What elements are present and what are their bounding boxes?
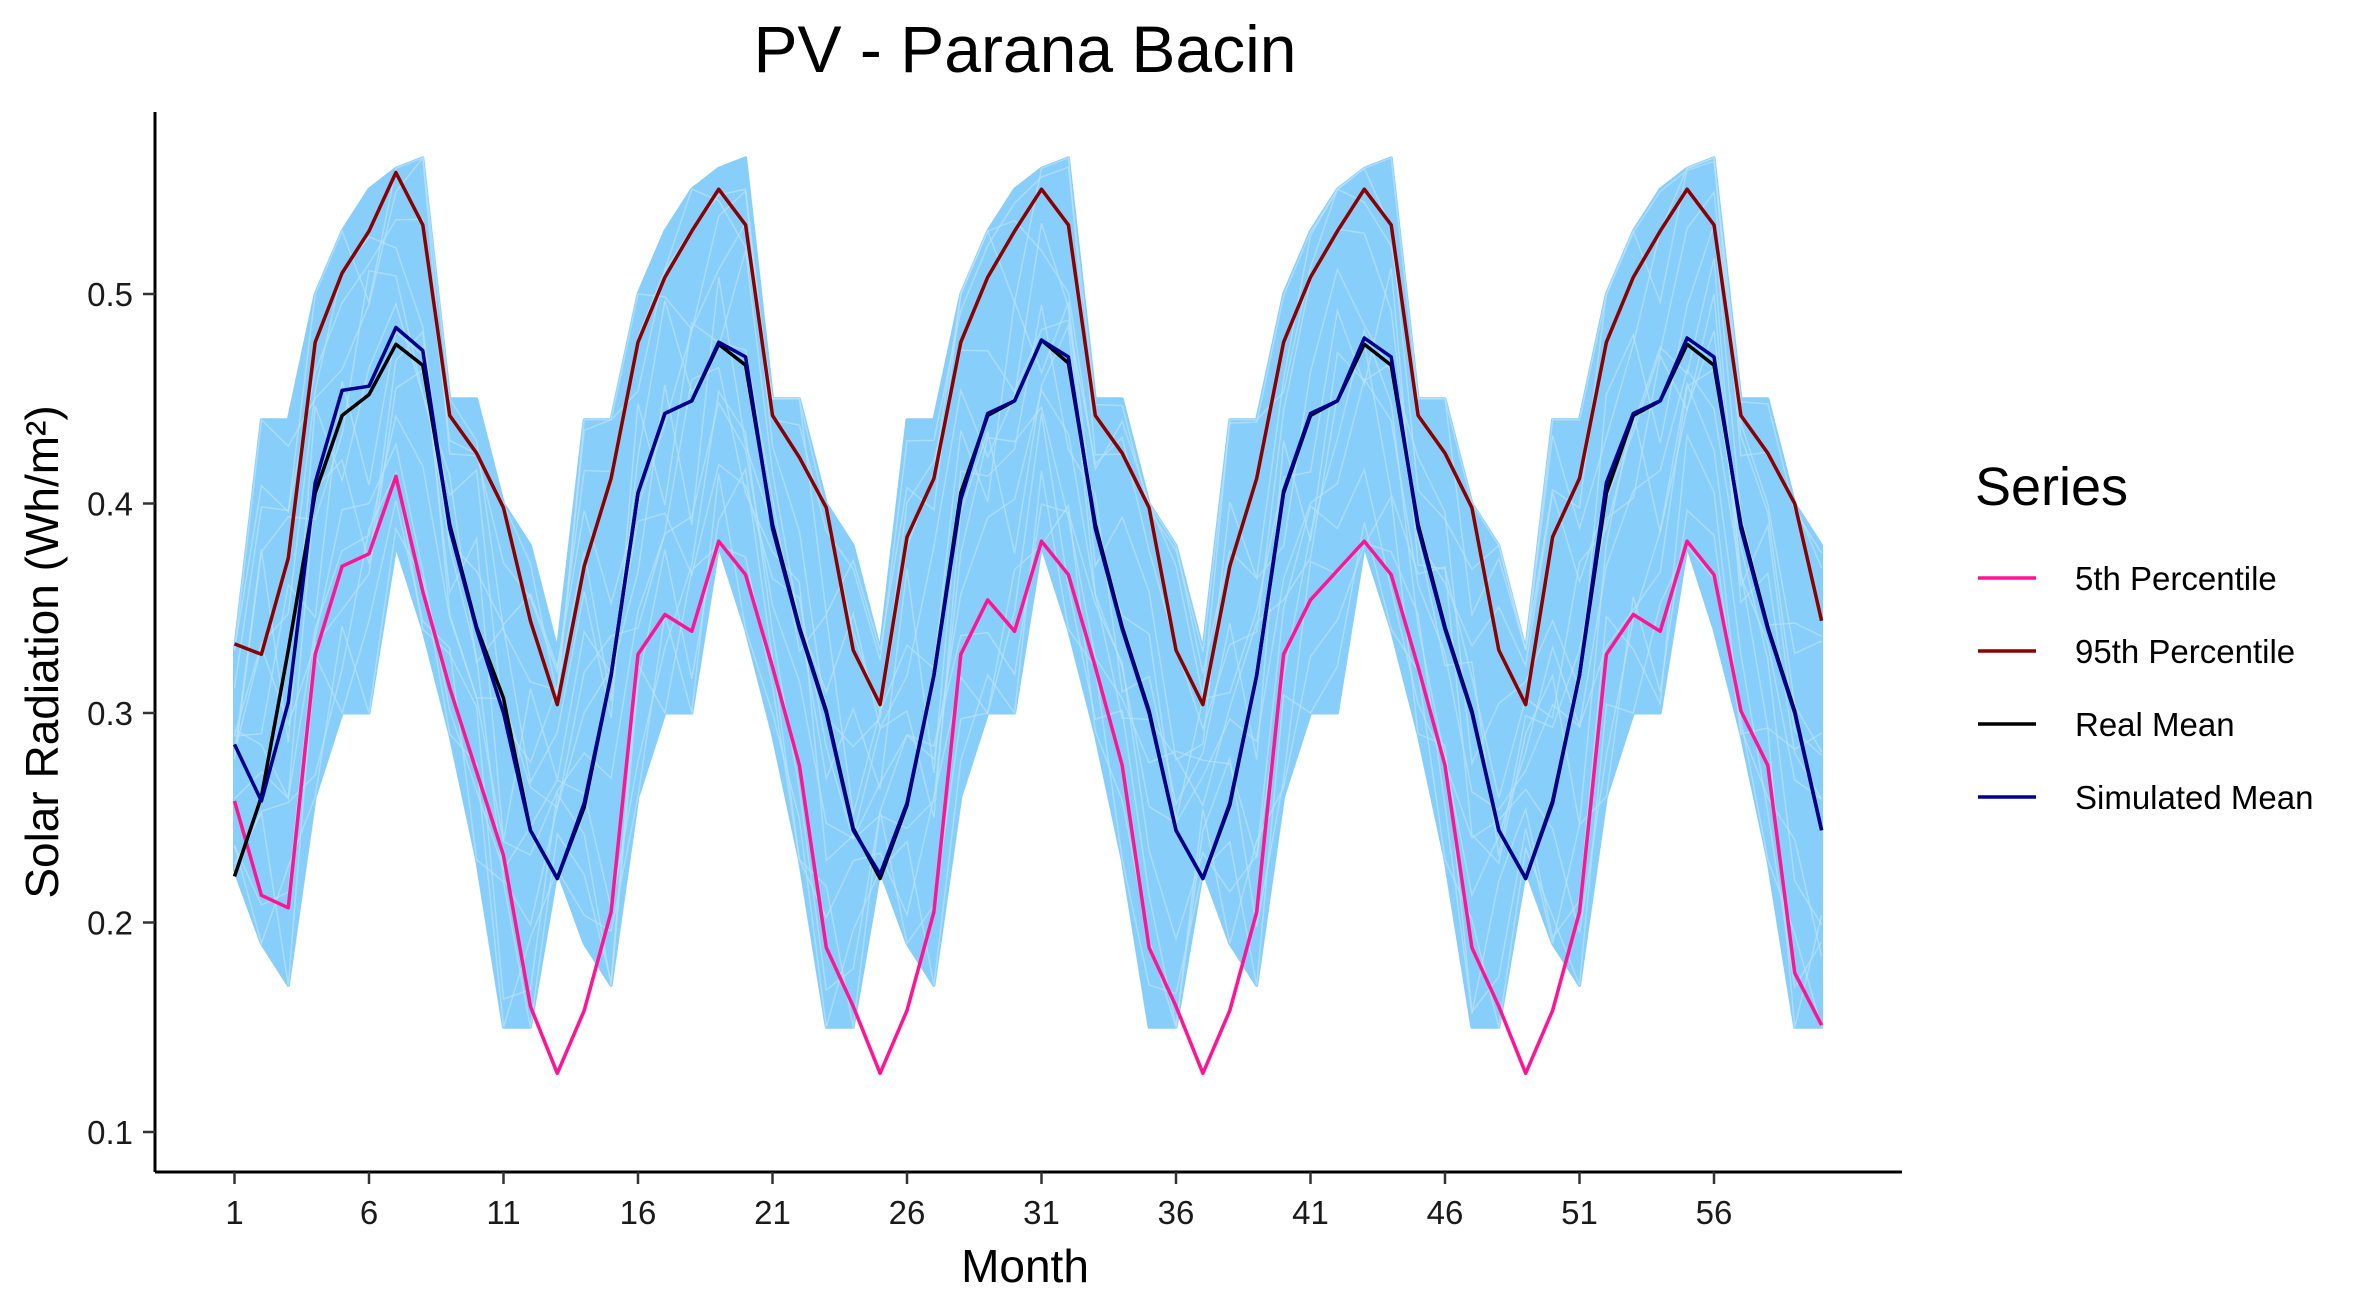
y-tick-label: 0.2 <box>87 905 133 942</box>
y-tick-label: 0.1 <box>87 1114 133 1151</box>
x-tick-label: 41 <box>1292 1194 1329 1231</box>
legend-title: Series <box>1975 457 2128 517</box>
legend: Series 5th Percentile 95th Percentile Real… <box>1975 457 2313 816</box>
x-tick-label: 21 <box>754 1194 791 1231</box>
simulation-trace <box>233 223 1822 767</box>
simulation-trace <box>233 189 1823 753</box>
y-tick-label: 0.4 <box>87 486 133 523</box>
legend-label: Real Mean <box>2075 706 2235 743</box>
series-lines <box>232 170 1824 1076</box>
x-tick-label: 6 <box>360 1194 378 1231</box>
x-tick-label: 16 <box>620 1194 657 1231</box>
simulation-trace <box>233 156 1823 689</box>
series-line-simulated-mean <box>232 325 1824 881</box>
x-tick-label: 1 <box>225 1194 243 1231</box>
simulation-trace <box>233 258 1823 821</box>
legend-label: 95th Percentile <box>2075 633 2295 670</box>
chart-title: PV - Parana Bacin <box>754 12 1297 86</box>
legend-label: Simulated Mean <box>2075 779 2313 816</box>
x-tick-label: 31 <box>1023 1194 1060 1231</box>
y-tick-label: 0.5 <box>87 276 133 313</box>
simulation-trace <box>233 413 1823 1027</box>
y-tick-label: 0.3 <box>87 695 133 732</box>
x-tick-label: 51 <box>1561 1194 1598 1231</box>
simulation-trace <box>234 276 1823 856</box>
x-tick-label: 11 <box>486 1194 520 1231</box>
axes <box>153 112 1902 1174</box>
y-axis-title: Solar Radiation (Wh/m²) <box>16 405 68 898</box>
simulation-trace <box>233 368 1823 857</box>
x-tick-label: 36 <box>1158 1194 1195 1231</box>
simulation-trace <box>233 494 1823 1028</box>
series-line-5th-percentile <box>232 474 1824 1076</box>
x-axis-title: Month <box>961 1240 1089 1292</box>
series-line-95th-percentile <box>233 170 1824 707</box>
ticks: 1 6 11 16 21 26 31 36 41 46 51 560.10.20.30.40.5 <box>87 276 1732 1231</box>
x-tick-label: 46 <box>1427 1194 1464 1231</box>
x-tick-label: 26 <box>889 1194 926 1231</box>
legend-label: 5th Percentile <box>2075 560 2277 597</box>
x-tick-label: 56 <box>1696 1194 1733 1231</box>
